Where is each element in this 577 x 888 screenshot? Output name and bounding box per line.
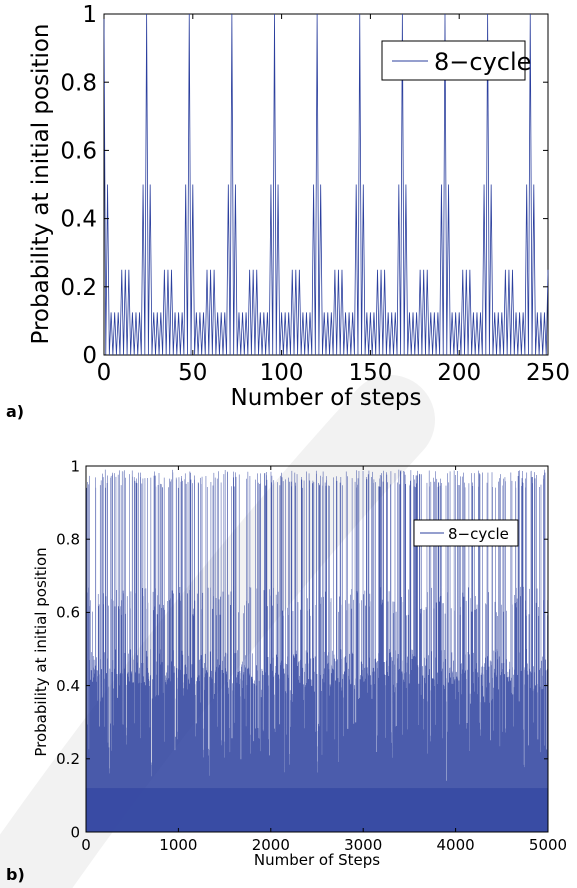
x-axis-label-b: Number of Steps xyxy=(254,851,380,869)
y-tick-label: 0.6 xyxy=(60,138,97,164)
y-axis-label-a: Probability at initial position xyxy=(28,24,54,345)
x-tick-label: 0 xyxy=(97,360,112,386)
x-tick-label: 0 xyxy=(81,836,91,854)
y-axis-label-b: Probability at initial position xyxy=(32,547,50,756)
x-tick-label: 200 xyxy=(437,360,481,386)
series-line-a xyxy=(103,13,549,356)
x-tick-label: 250 xyxy=(526,360,570,386)
chart-panel-b: 0 1000 2000 3000 4000 5000 0 0.2 0.4 0.6 0.8 1 8−c… xyxy=(6,457,567,884)
y-tick-label: 1 xyxy=(82,2,97,28)
y-ticks-b: 0 0.2 0.4 0.6 0.8 1 xyxy=(56,457,548,841)
y-tick-label: 0.8 xyxy=(60,70,97,96)
x-ticks-b: 0 1000 2000 3000 4000 5000 xyxy=(81,466,567,854)
x-tick-label: 1000 xyxy=(159,836,197,854)
y-tick-label: 0.4 xyxy=(56,677,80,695)
x-ticks-a: 0 50 100 150 200 250 xyxy=(97,14,570,386)
x-tick-label: 100 xyxy=(260,360,304,386)
y-ticks-a: 0 0.2 0.4 0.6 0.8 1 xyxy=(60,2,548,369)
y-tick-label: 0.8 xyxy=(56,530,80,548)
y-tick-label: 0.2 xyxy=(60,275,97,301)
panel-label-a: a) xyxy=(6,402,24,421)
x-tick-label: 2000 xyxy=(252,836,290,854)
legend-label-b: 8−cycle xyxy=(448,525,509,543)
x-tick-label: 150 xyxy=(348,360,392,386)
legend-label-a: 8−cycle xyxy=(434,48,531,76)
chart-panel-a: 0 50 100 150 200 250 0 0.2 0.4 0.6 0.8 1 8−cycle N… xyxy=(6,2,570,421)
x-tick-label: 3000 xyxy=(344,836,382,854)
y-tick-label: 0 xyxy=(70,823,80,841)
series-line-8-cycle xyxy=(103,13,549,356)
y-tick-label: 1 xyxy=(70,457,80,475)
x-tick-label: 5000 xyxy=(529,836,567,854)
legend-b: 8−cycle xyxy=(413,519,519,547)
y-tick-label: 0.6 xyxy=(56,604,80,622)
x-tick-label: 4000 xyxy=(437,836,475,854)
panel-label-b: b) xyxy=(6,865,25,884)
x-tick-label: 50 xyxy=(178,360,207,386)
series-dense-band xyxy=(86,788,548,832)
legend-a: 8−cycle xyxy=(381,40,531,81)
x-axis-label-a: Number of steps xyxy=(231,385,422,411)
y-tick-label: 0.2 xyxy=(56,750,80,768)
y-tick-label: 0 xyxy=(82,343,97,369)
series-line-b xyxy=(85,469,549,832)
y-tick-label: 0.4 xyxy=(60,207,97,233)
